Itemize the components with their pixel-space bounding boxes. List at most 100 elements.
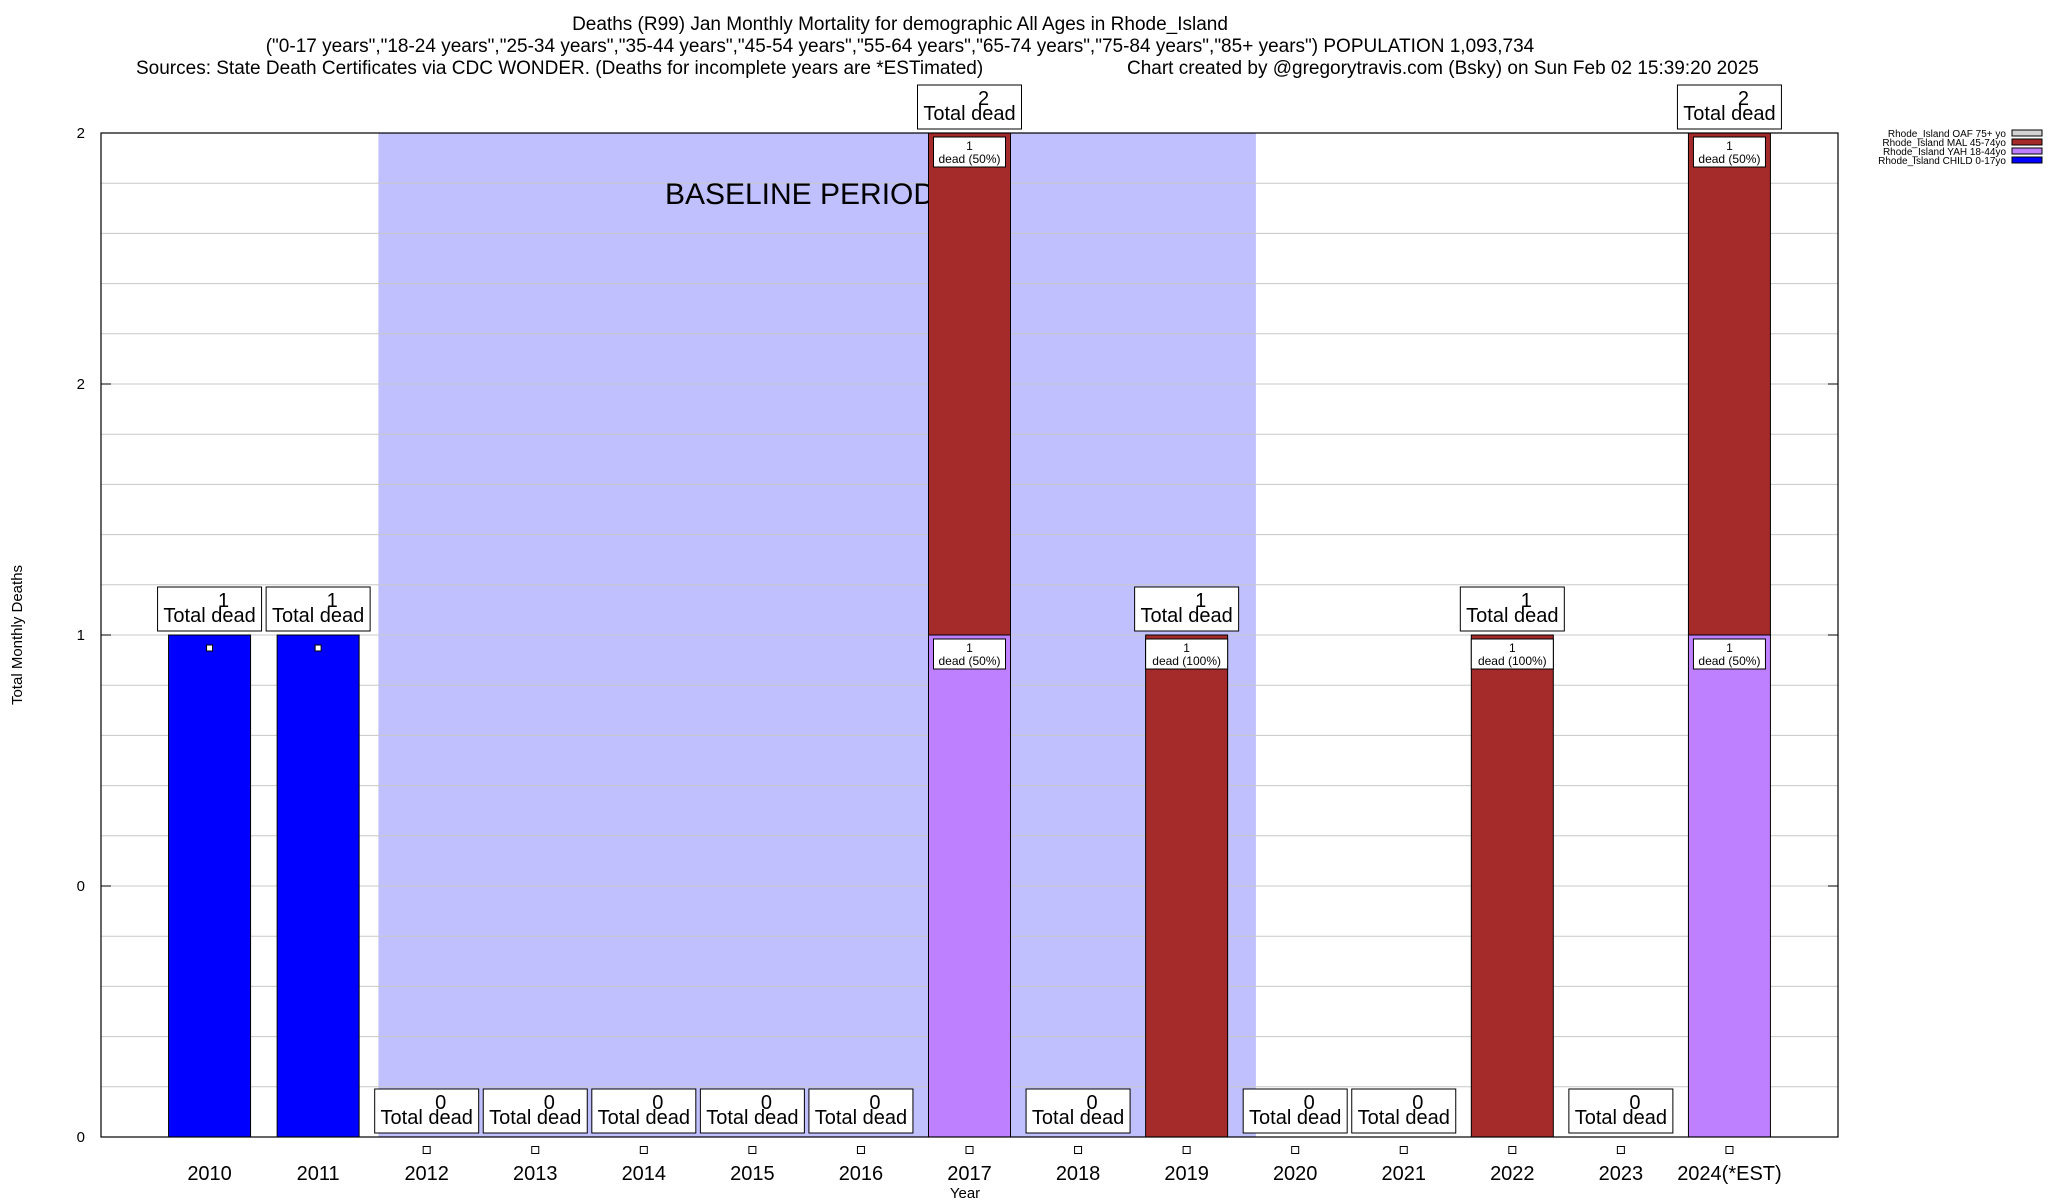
x-tick-label: 2011 bbox=[297, 1163, 340, 1185]
segment-label-count: 1 bbox=[1726, 641, 1733, 655]
total-label-box bbox=[265, 586, 371, 632]
total-label-count: 0 bbox=[761, 1092, 772, 1114]
segment-label-box bbox=[933, 638, 1006, 670]
total-label-count: 0 bbox=[544, 1092, 555, 1114]
bar-marker bbox=[1074, 1146, 1083, 1154]
bar-marker bbox=[965, 1146, 974, 1154]
total-label-count: 0 bbox=[869, 1092, 880, 1114]
bar-marker bbox=[1399, 1146, 1408, 1154]
total-label-count: 2 bbox=[978, 88, 989, 110]
y-axis-label: Total Monthly Deaths bbox=[9, 565, 26, 705]
total-label-count: 0 bbox=[652, 1092, 663, 1114]
x-axis-label: Year bbox=[950, 1185, 980, 1200]
bar-marker bbox=[639, 1146, 648, 1154]
total-label-box bbox=[1568, 1088, 1674, 1134]
total-label-box bbox=[374, 1088, 480, 1134]
segment-label-text: dead (50%) bbox=[1698, 654, 1760, 668]
total-label-count: 2 bbox=[1738, 88, 1749, 110]
x-tick-label: 2016 bbox=[839, 1163, 884, 1185]
x-tick-label: 2018 bbox=[1056, 1163, 1101, 1185]
bar-marker bbox=[1291, 1146, 1300, 1154]
total-label-count: 0 bbox=[1629, 1092, 1640, 1114]
total-label-text: Total dead bbox=[272, 605, 364, 627]
x-tick-label: 2013 bbox=[513, 1163, 558, 1185]
legend-entry-label: Rhode_Island MAL 45-74yo bbox=[1882, 138, 2006, 149]
x-tick-label: 2020 bbox=[1273, 1163, 1318, 1185]
bar-segment bbox=[1145, 634, 1229, 1138]
bar-segment bbox=[276, 634, 360, 1138]
total-label-box bbox=[1676, 84, 1782, 130]
y-tick-label: 1 bbox=[77, 627, 85, 644]
bar-segment bbox=[1470, 634, 1554, 1138]
bar-segment bbox=[928, 132, 1011, 636]
y-tick-label: 2 bbox=[77, 125, 85, 142]
x-tick-label: 2015 bbox=[730, 1163, 775, 1185]
segment-label-count: 1 bbox=[966, 641, 973, 655]
total-label-text: Total dead bbox=[1249, 1107, 1341, 1129]
segment-label-text: dead (50%) bbox=[1698, 152, 1760, 166]
bar-marker bbox=[314, 644, 322, 652]
segment-label-text: dead (50%) bbox=[938, 152, 1000, 166]
total-label-box bbox=[808, 1088, 914, 1134]
bar-marker bbox=[748, 1146, 757, 1154]
chart-subtitle: ("0-17 years","18-24 years","25-34 years… bbox=[265, 36, 1535, 57]
total-label-text: Total dead bbox=[1032, 1107, 1124, 1129]
total-label-text: Total dead bbox=[1466, 605, 1558, 627]
total-label-box bbox=[1242, 1088, 1348, 1134]
chart-sources-line: Sources: State Death Certificates via CD… bbox=[0, 58, 1800, 80]
total-label-box bbox=[699, 1088, 805, 1134]
segment-label-text: dead (50%) bbox=[938, 654, 1000, 668]
segment-label-count: 1 bbox=[1726, 139, 1733, 153]
total-label-text: Total dead bbox=[923, 103, 1015, 125]
segment-label-text: dead (100%) bbox=[1152, 654, 1221, 668]
y-tick-label: 2 bbox=[77, 376, 85, 393]
total-label-box bbox=[157, 586, 263, 632]
chart-sources: Sources: State Death Certificates via CD… bbox=[136, 58, 984, 79]
total-label-text: Total dead bbox=[489, 1107, 581, 1129]
bar-marker bbox=[1616, 1146, 1625, 1154]
segment-label-count: 1 bbox=[966, 139, 973, 153]
segment-label-box bbox=[933, 136, 1006, 168]
total-label-count: 0 bbox=[1304, 1092, 1315, 1114]
total-label-box bbox=[1459, 586, 1565, 632]
bar-segment bbox=[1687, 634, 1771, 1138]
legend-swatch bbox=[2011, 147, 2043, 155]
total-label-box bbox=[591, 1088, 697, 1134]
legend-swatch bbox=[2011, 129, 2043, 137]
segment-label-box bbox=[1692, 136, 1766, 168]
x-tick-label: 2010 bbox=[187, 1163, 232, 1185]
total-label-count: 1 bbox=[1521, 590, 1532, 612]
x-tick-label: 2017 bbox=[947, 1163, 992, 1185]
legend-entry-label: Rhode_Island YAH 18-44yo bbox=[1883, 147, 2006, 158]
bar-marker bbox=[856, 1146, 865, 1154]
segment-label-box bbox=[1470, 638, 1554, 670]
x-tick-label: 2024(*EST) bbox=[1677, 1163, 1782, 1185]
y-tick-label: 0 bbox=[77, 1129, 85, 1146]
y-tick-label: 0 bbox=[77, 878, 85, 895]
total-label-text: Total dead bbox=[706, 1107, 798, 1129]
total-label-count: 0 bbox=[1087, 1092, 1098, 1114]
x-tick-label: 2012 bbox=[404, 1163, 449, 1185]
total-label-box bbox=[1351, 1088, 1457, 1134]
bar-marker bbox=[531, 1146, 540, 1154]
bar-marker bbox=[1508, 1146, 1517, 1154]
bar-segment bbox=[168, 634, 252, 1138]
legend-swatch bbox=[2011, 138, 2043, 146]
bar-marker bbox=[1725, 1146, 1734, 1154]
total-label-count: 0 bbox=[1412, 1092, 1423, 1114]
total-label-text: Total dead bbox=[1140, 605, 1232, 627]
x-tick-label: 2021 bbox=[1382, 1163, 1427, 1185]
x-tick-label: 2023 bbox=[1599, 1163, 1644, 1185]
segment-label-box bbox=[1692, 638, 1766, 670]
bar-marker bbox=[422, 1146, 431, 1154]
x-tick-label: 2019 bbox=[1164, 1163, 1209, 1185]
baseline-period-label: BASELINE PERIOD bbox=[665, 178, 935, 211]
total-label-count: 1 bbox=[1195, 590, 1206, 612]
bar-marker bbox=[206, 644, 214, 652]
total-label-text: Total dead bbox=[1358, 1107, 1450, 1129]
x-tick-label: 2022 bbox=[1490, 1163, 1535, 1185]
total-label-count: 1 bbox=[218, 590, 229, 612]
total-label-text: Total dead bbox=[1575, 1107, 1667, 1129]
segment-label-count: 1 bbox=[1183, 641, 1190, 655]
